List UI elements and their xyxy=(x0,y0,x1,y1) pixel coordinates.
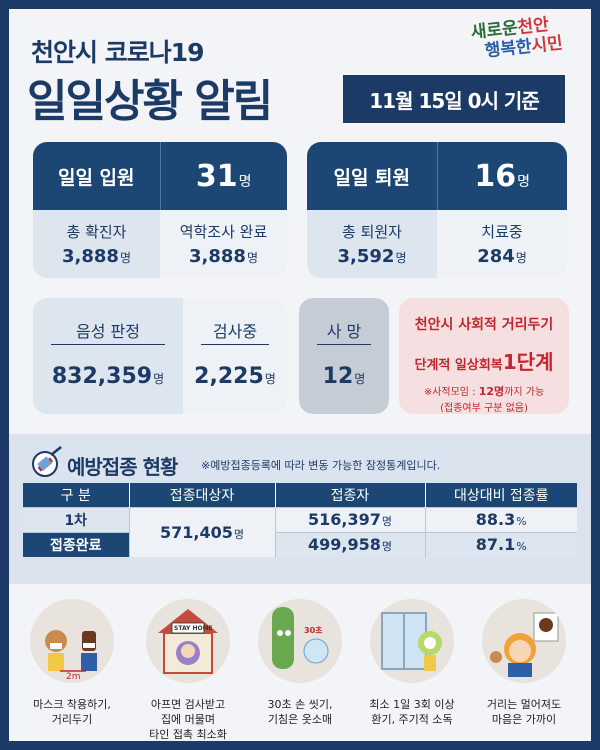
col-target: 접종대상자 xyxy=(128,483,275,507)
tip-keep-heart-close: 거리는 멀어져도 마음은 가까이 xyxy=(469,599,579,727)
table-row: 접종완료 499,958명 87.1% xyxy=(23,531,577,557)
discharge-value: 16명 xyxy=(474,158,531,194)
infographic: 천안시 코로나19 일일상황 알림 11월 15일 0시 기준 새로운천안 행복… xyxy=(9,9,591,741)
total-discharged: 총 퇴원자 3,592명 xyxy=(307,210,437,278)
admission-value: 31명 xyxy=(195,158,252,194)
negative-result: 음성 판정 832,359명 xyxy=(33,298,183,414)
header-subtitle: 천안시 코로나19 xyxy=(31,38,204,67)
col-vaccinated: 접종자 xyxy=(274,483,425,507)
svg-text:30초: 30초 xyxy=(304,626,323,635)
deaths-card: 사 망 12명 xyxy=(299,298,389,414)
target-population: 571,405명 xyxy=(128,506,275,557)
vaccination-table: 구 분 접종대상자 접종자 대상대비 접종률 1차 571,405명 516,3… xyxy=(23,483,577,557)
tip-mask-distance: 2m 마스크 착용하기, 거리두기 xyxy=(17,599,127,727)
trace-completed: 역학조사 완료 3,888명 xyxy=(160,210,287,278)
discharge-card: 일일 퇴원 16명 총 퇴원자 3,592명 치료중 284명 xyxy=(307,142,567,278)
tip-ventilation: 최소 1일 3회 이상 환기, 주기적 소독 xyxy=(357,599,467,727)
tip-hand-wash: 30초 30초 손 씻기, 기침은 옷소매 xyxy=(245,599,355,727)
stay-home-illustration: STAY HOME xyxy=(146,599,230,683)
ventilation-illustration xyxy=(370,599,454,683)
total-confirmed: 총 확진자 3,888명 xyxy=(33,210,160,278)
tests-card: 음성 판정 832,359명 검사중 2,225명 xyxy=(33,298,287,414)
col-category: 구 분 xyxy=(23,483,129,507)
vaccination-title: 예방접종 현황 xyxy=(67,455,178,479)
under-treatment: 치료중 284명 xyxy=(437,210,567,278)
admission-card: 일일 입원 31명 총 확진자 3,888명 역학조사 완료 3,888명 xyxy=(33,142,287,278)
date-badge: 11월 15일 0시 기준 xyxy=(343,75,565,123)
hand-wash-illustration: 30초 xyxy=(258,599,342,683)
col-rate: 대상대비 접종률 xyxy=(424,483,577,507)
pending-tests: 검사중 2,225명 xyxy=(183,298,287,414)
video-call-illustration xyxy=(482,599,566,683)
svg-text:STAY HOME: STAY HOME xyxy=(174,625,213,632)
tip-stay-home: STAY HOME 아프면 검사받고 집에 머물며 타인 접촉 최소화 xyxy=(133,599,243,741)
header-title: 일일상황 알림 xyxy=(27,76,273,127)
city-slogan-logo: 새로운천안 행복한시민 xyxy=(469,14,564,62)
admission-label: 일일 입원 xyxy=(57,166,135,189)
vaccination-note: ※예방접종등록에 따라 변동 가능한 잠정통계입니다. xyxy=(201,459,441,472)
mask-distance-illustration: 2m xyxy=(30,599,114,683)
svg-text:2m: 2m xyxy=(66,672,81,682)
distancing-box: 천안시 사회적 거리두기 단계적 일상회복1단계 ※사적모임 : 12명까지 가… xyxy=(399,298,569,414)
table-row: 1차 571,405명 516,397명 88.3% xyxy=(23,506,577,557)
syringe-icon xyxy=(32,446,62,477)
discharge-label: 일일 퇴원 xyxy=(333,166,411,189)
